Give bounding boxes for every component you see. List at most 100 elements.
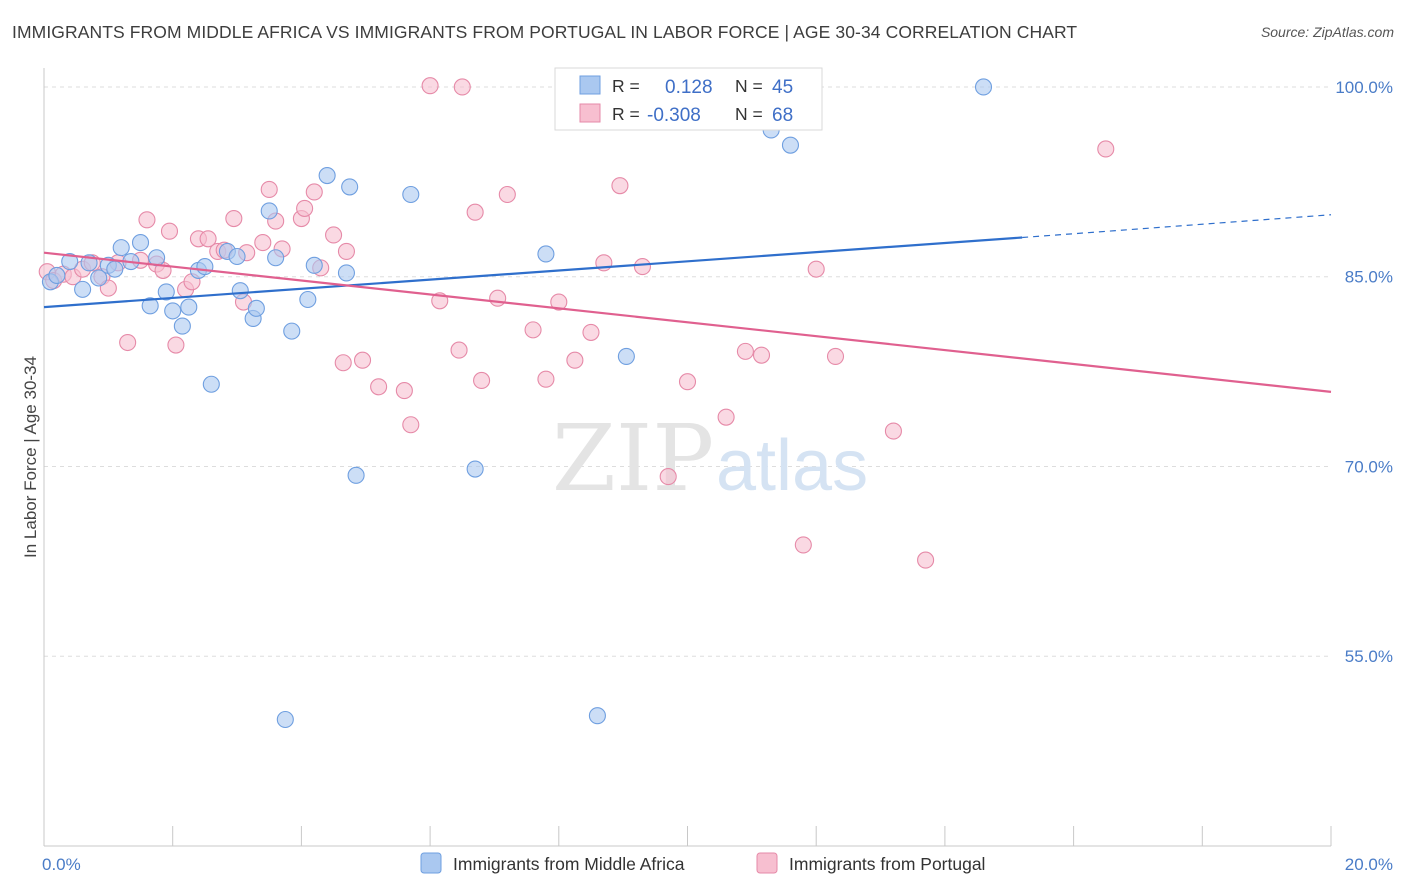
bottom-legend: Immigrants from Middle Africa Immigrants… xyxy=(420,852,985,874)
point-portugal xyxy=(305,183,323,201)
point-middle-africa xyxy=(276,710,294,729)
legend-swatch-blue xyxy=(579,75,601,95)
y-axis-label: In Labor Force | Age 30-34 xyxy=(21,356,40,558)
point-portugal xyxy=(678,373,697,391)
point-portugal xyxy=(659,468,677,486)
point-portugal xyxy=(450,341,468,359)
point-middle-africa xyxy=(537,245,555,263)
point-middle-africa xyxy=(180,298,198,316)
bottom-legend-label-1: Immigrants from Middle Africa xyxy=(453,854,685,874)
x-tick-label: 20.0% xyxy=(1345,855,1393,874)
source-label: Source: ZipAtlas.com xyxy=(1260,24,1394,40)
point-portugal xyxy=(160,222,179,240)
trend-lines xyxy=(43,214,1332,393)
point-portugal xyxy=(395,382,413,400)
y-tick-label: 85.0% xyxy=(1345,268,1393,287)
point-portugal xyxy=(167,336,185,354)
y-tick-label: 55.0% xyxy=(1345,647,1393,666)
point-middle-africa xyxy=(141,297,159,315)
point-middle-africa xyxy=(228,247,246,266)
trend-line-middle-africa xyxy=(43,236,1023,309)
point-portugal xyxy=(537,370,555,388)
point-middle-africa xyxy=(466,460,484,478)
point-middle-africa xyxy=(337,264,355,282)
point-middle-africa xyxy=(202,375,220,393)
point-middle-africa xyxy=(341,178,359,196)
series-middle-africa-points xyxy=(41,74,993,729)
point-middle-africa xyxy=(347,466,365,484)
point-portugal xyxy=(582,323,600,341)
point-middle-africa xyxy=(283,322,301,340)
point-portugal xyxy=(826,347,845,365)
point-middle-africa xyxy=(164,302,182,320)
point-middle-africa xyxy=(305,256,323,274)
point-middle-africa xyxy=(157,283,175,301)
trend-line-middle-africa-extension xyxy=(1022,214,1332,239)
point-middle-africa xyxy=(974,78,993,96)
point-middle-africa xyxy=(617,347,635,365)
point-middle-africa xyxy=(231,282,249,300)
point-middle-africa xyxy=(173,317,191,335)
point-portugal xyxy=(334,354,352,372)
bottom-legend-label-2: Immigrants from Portugal xyxy=(789,854,985,874)
legend-n-label-1: N = xyxy=(735,76,763,96)
x-tick-label: 0.0% xyxy=(42,855,81,874)
legend-n-label-2: N = xyxy=(735,104,763,124)
point-middle-africa xyxy=(299,290,317,309)
point-portugal xyxy=(752,346,771,364)
point-middle-africa xyxy=(74,280,92,298)
point-portugal xyxy=(296,199,314,217)
watermark-atlas: atlas xyxy=(716,426,868,506)
point-portugal xyxy=(337,242,355,260)
point-portugal xyxy=(466,203,484,221)
point-portugal xyxy=(498,185,516,204)
point-portugal xyxy=(353,351,372,369)
bottom-legend-swatch-pink xyxy=(756,852,778,874)
point-portugal xyxy=(225,209,243,228)
point-portugal xyxy=(260,180,278,198)
point-portugal xyxy=(119,333,137,352)
point-middle-africa xyxy=(196,258,214,276)
point-portugal xyxy=(917,551,935,569)
point-portugal xyxy=(717,408,735,426)
legend-box: R = 0.128 N = 45 R = -0.308 N = 68 xyxy=(554,67,823,131)
point-middle-africa xyxy=(267,249,285,267)
point-portugal xyxy=(633,258,652,276)
bottom-legend-swatch-blue xyxy=(420,852,442,874)
legend-r-label-2: R = xyxy=(612,104,640,124)
point-portugal xyxy=(807,260,825,278)
point-portugal xyxy=(611,177,629,195)
point-portugal xyxy=(325,226,343,244)
point-portugal xyxy=(524,321,542,339)
point-middle-africa xyxy=(318,166,336,185)
point-middle-africa xyxy=(588,707,606,725)
trend-line-portugal xyxy=(43,251,1332,393)
watermark: ZIP atlas xyxy=(552,405,868,512)
watermark-zip: ZIP xyxy=(552,405,714,512)
tick-labels: 55.0% 70.0% 85.0% 100.0% 0.0% 20.0% xyxy=(42,78,1393,874)
chart-title: IMMIGRANTS FROM MIDDLE AFRICA VS IMMIGRA… xyxy=(12,22,1078,42)
point-portugal xyxy=(566,351,584,369)
point-portugal xyxy=(489,289,507,307)
point-portugal xyxy=(453,78,471,96)
point-portugal xyxy=(473,371,491,390)
point-portugal xyxy=(254,234,272,252)
point-portugal xyxy=(1097,140,1115,158)
point-middle-africa xyxy=(106,260,124,278)
point-portugal xyxy=(794,536,812,554)
legend-r-label-1: R = xyxy=(612,76,640,96)
legend-n-value-1: 45 xyxy=(772,77,793,98)
point-middle-africa xyxy=(247,299,265,317)
series-portugal-points xyxy=(38,75,1115,569)
point-portugal xyxy=(402,416,420,434)
legend-n-value-2: 68 xyxy=(772,105,793,126)
point-portugal xyxy=(138,211,156,229)
point-middle-africa xyxy=(402,185,420,204)
point-portugal xyxy=(421,77,439,95)
point-portugal xyxy=(199,230,217,248)
point-middle-africa xyxy=(48,266,66,285)
legend-swatch-pink xyxy=(579,103,601,123)
point-middle-africa xyxy=(112,239,130,257)
y-tick-label: 100.0% xyxy=(1335,78,1393,97)
